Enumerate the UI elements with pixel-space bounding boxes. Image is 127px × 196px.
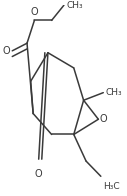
Text: CH₃: CH₃ xyxy=(66,1,83,10)
Text: H₃C: H₃C xyxy=(103,182,120,191)
Text: CH₃: CH₃ xyxy=(106,88,122,97)
Text: O: O xyxy=(31,7,38,17)
Text: O: O xyxy=(34,169,42,179)
Text: O: O xyxy=(100,114,107,124)
Text: O: O xyxy=(2,46,10,56)
